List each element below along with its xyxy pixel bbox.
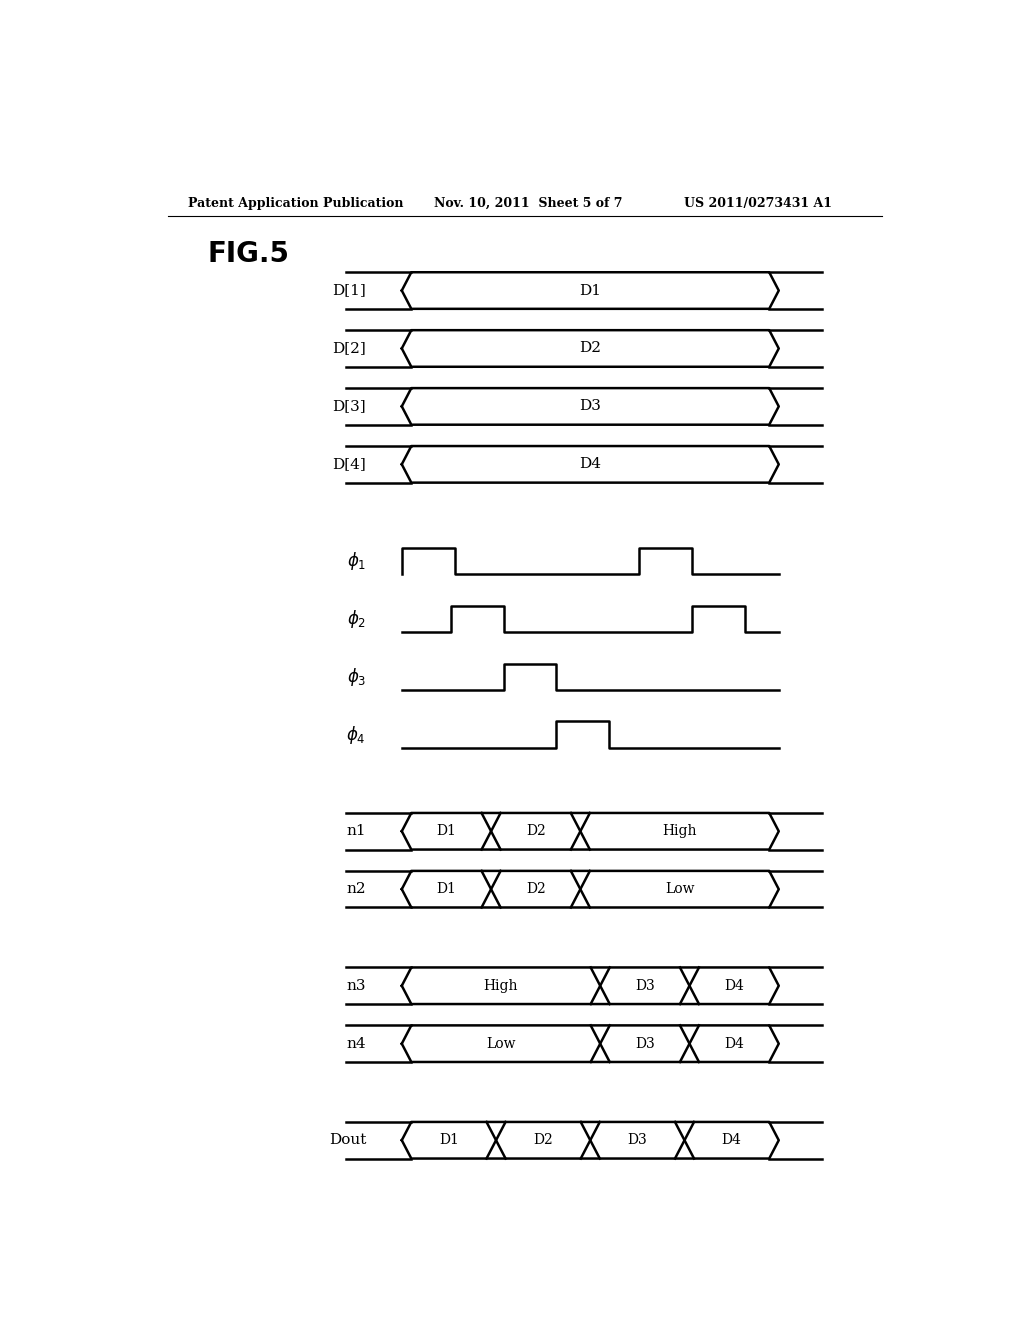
Text: US 2011/0273431 A1: US 2011/0273431 A1: [684, 197, 831, 210]
Text: $\phi_4$: $\phi_4$: [346, 723, 367, 746]
Text: Dout: Dout: [329, 1134, 367, 1147]
Text: D2: D2: [534, 1134, 553, 1147]
Text: n1: n1: [346, 824, 367, 838]
Text: D1: D1: [436, 882, 457, 896]
Text: D3: D3: [635, 978, 654, 993]
Text: n3: n3: [346, 978, 367, 993]
Text: Low: Low: [665, 882, 694, 896]
Text: n2: n2: [346, 882, 367, 896]
Text: D[2]: D[2]: [333, 342, 367, 355]
Text: Patent Application Publication: Patent Application Publication: [187, 197, 403, 210]
Text: n4: n4: [346, 1036, 367, 1051]
Text: $\phi_1$: $\phi_1$: [347, 550, 367, 572]
Text: D[4]: D[4]: [333, 457, 367, 471]
Text: $\phi_2$: $\phi_2$: [347, 607, 367, 630]
Text: D2: D2: [580, 342, 601, 355]
Text: D1: D1: [436, 824, 457, 838]
Text: D1: D1: [580, 284, 601, 297]
Text: D[1]: D[1]: [333, 284, 367, 297]
Text: D3: D3: [635, 1036, 654, 1051]
Text: High: High: [483, 978, 518, 993]
Text: D3: D3: [628, 1134, 647, 1147]
Text: Nov. 10, 2011  Sheet 5 of 7: Nov. 10, 2011 Sheet 5 of 7: [433, 197, 622, 210]
Text: D2: D2: [526, 824, 546, 838]
Text: $\phi_3$: $\phi_3$: [347, 665, 367, 688]
Text: D1: D1: [439, 1134, 459, 1147]
Text: D2: D2: [526, 882, 546, 896]
Text: Low: Low: [486, 1036, 516, 1051]
Text: High: High: [663, 824, 696, 838]
Text: D4: D4: [724, 1036, 744, 1051]
Text: D3: D3: [580, 400, 601, 413]
Text: D[3]: D[3]: [333, 400, 367, 413]
Text: D4: D4: [722, 1134, 741, 1147]
Text: D4: D4: [724, 978, 744, 993]
Text: FIG.5: FIG.5: [207, 240, 290, 268]
Text: D4: D4: [580, 457, 601, 471]
